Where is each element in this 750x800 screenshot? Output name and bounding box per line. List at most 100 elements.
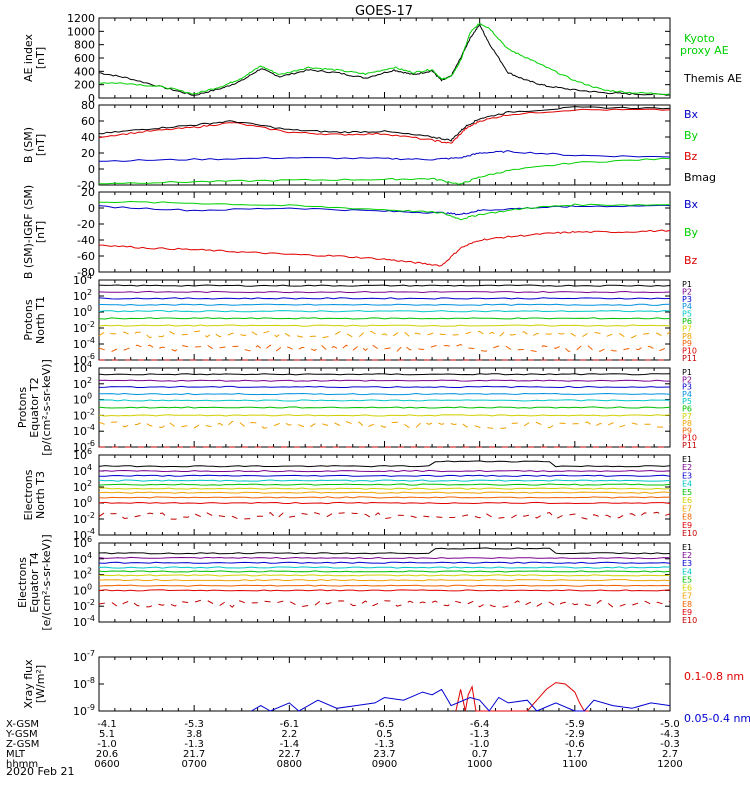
orbit-row-label: X-GSM: [6, 719, 39, 730]
orbit-value: 0.7: [472, 749, 488, 760]
y-tick-label: 80: [81, 99, 95, 112]
channel-line-p4: [98, 303, 671, 306]
orbit-value: 1200: [657, 759, 682, 770]
y-tick-label: 10-4: [73, 336, 95, 351]
y-tick-label: 10-2: [73, 407, 95, 422]
panel-frame: [98, 656, 671, 712]
orbit-row-label: Y-GSM: [5, 729, 38, 740]
channel-label-p4: P4: [682, 302, 692, 311]
channel-label-p9: P9: [682, 339, 692, 348]
channel-line-e10: [98, 511, 671, 520]
y-tick-label: 100: [73, 582, 92, 597]
channel-label-p2: P2: [682, 287, 692, 296]
channel-label-p1: P1: [682, 368, 692, 377]
y-tick-label: 102: [73, 479, 92, 494]
plot-date: 2020 Feb 21: [6, 765, 74, 778]
orbit-value: 5.1: [99, 729, 115, 740]
y-tick-label: 400: [74, 65, 95, 78]
channel-label-e3: E3: [682, 471, 692, 480]
orbit-value: 0700: [181, 759, 206, 770]
orbit-value: 20.6: [96, 749, 118, 760]
y-axis-title: [W/m²]: [34, 665, 47, 703]
orbit-value: -6.4: [470, 719, 490, 730]
channel-line-e3: [98, 474, 671, 477]
channel-label-p2: P2: [682, 375, 692, 384]
panel-b-sm-igrf: -80 -60 -40 -20 0 20 B (SM)-IGRF (SM) [nT]: [22, 185, 671, 279]
channel-line-p7: [98, 324, 671, 327]
legend-bsm-bmag: Bmag: [684, 171, 716, 184]
y-tick-label: 20: [81, 147, 95, 160]
channel-line-e3: [98, 561, 671, 564]
channel-label-e7: E7: [682, 592, 692, 601]
orbit-value: -1.3: [470, 729, 490, 740]
y-tick-label: 104: [73, 272, 92, 287]
channel-label-e1: E1: [682, 455, 692, 464]
orbit-row-label: MLT: [6, 749, 26, 760]
channel-label-e7: E7: [682, 504, 692, 513]
channel-label-e9: E9: [682, 608, 692, 617]
channel-line-e8: [98, 496, 671, 499]
y-tick-label: 100: [73, 495, 92, 510]
channel-label-e9: E9: [682, 521, 692, 530]
channel-label-e8: E8: [682, 600, 692, 609]
orbit-value: -0.6: [565, 739, 585, 750]
orbit-value: -1.4: [280, 739, 300, 750]
y-tick-label: 200: [74, 79, 95, 92]
orbit-value: 0800: [277, 759, 302, 770]
channel-line-p9: [98, 343, 671, 353]
orbit-value: 1.7: [567, 749, 583, 760]
series-line-themis-ae: [98, 22, 671, 96]
panel-frame: [98, 17, 671, 99]
orbit-value: -5.0: [660, 719, 680, 730]
y-tick-label: 0: [88, 202, 95, 215]
y-tick-label: 104: [73, 463, 92, 478]
y-tick-label: 0: [88, 92, 95, 105]
y-tick-label: 100: [73, 304, 92, 319]
orbit-value: 3.8: [186, 729, 202, 740]
y-axis-title: B (SM)-IGRF (SM): [22, 185, 35, 279]
y-tick-label: 0: [88, 163, 95, 176]
y-tick-label: -20: [77, 179, 95, 192]
channel-line-e1: [98, 547, 671, 555]
channel-label-e2: E2: [682, 551, 692, 560]
channel-line-p8: [98, 420, 671, 429]
channel-line-e5: [98, 570, 671, 573]
channel-label-e4: E4: [682, 480, 692, 489]
channel-line-e2: [98, 469, 671, 473]
y-tick-label: 102: [73, 376, 92, 391]
channel-label-p8: P8: [682, 332, 692, 341]
channel-label-e2: E2: [682, 463, 692, 472]
channel-label-p3: P3: [682, 383, 692, 392]
channel-label-e6: E6: [682, 496, 692, 505]
legend-bigrf-by: By: [684, 226, 699, 239]
orbit-value: 1100: [562, 759, 587, 770]
channel-line-e8: [98, 584, 671, 587]
orbit-row-label: hhmm: [6, 759, 38, 770]
y-axis-title: Equator T2: [28, 377, 41, 437]
channel-line-e4: [98, 479, 671, 482]
channel-line-e2: [98, 556, 671, 560]
series-line-0-1-0-8-nm: [455, 682, 590, 712]
y-axis-title: Electrons: [16, 557, 29, 608]
y-tick-label: -80: [77, 266, 95, 279]
channel-label-p4: P4: [682, 390, 692, 399]
channel-line-e4: [98, 566, 671, 569]
channel-line-e9: [98, 589, 671, 592]
panel-frame: [98, 542, 671, 623]
series-line-by: [98, 200, 670, 221]
y-tick-label: 10-4: [73, 614, 95, 629]
orbit-value: -5.9: [565, 719, 585, 730]
channel-label-e1: E1: [682, 543, 692, 552]
orbit-value: 2.7: [662, 749, 678, 760]
channel-line-e6: [98, 487, 671, 490]
y-axis-title: North T3: [34, 471, 47, 519]
panel-frame: [98, 104, 671, 186]
channel-line-e6: [98, 574, 671, 577]
y-axis-title: [p/(cm²-s-sr-keV)]: [40, 359, 53, 456]
orbit-value: 1000: [467, 759, 492, 770]
y-axis-title: North T1: [34, 296, 47, 344]
legend-xray-short: 0.05-0.4 nm: [684, 712, 750, 725]
orbit-value: -0.3: [660, 739, 680, 750]
